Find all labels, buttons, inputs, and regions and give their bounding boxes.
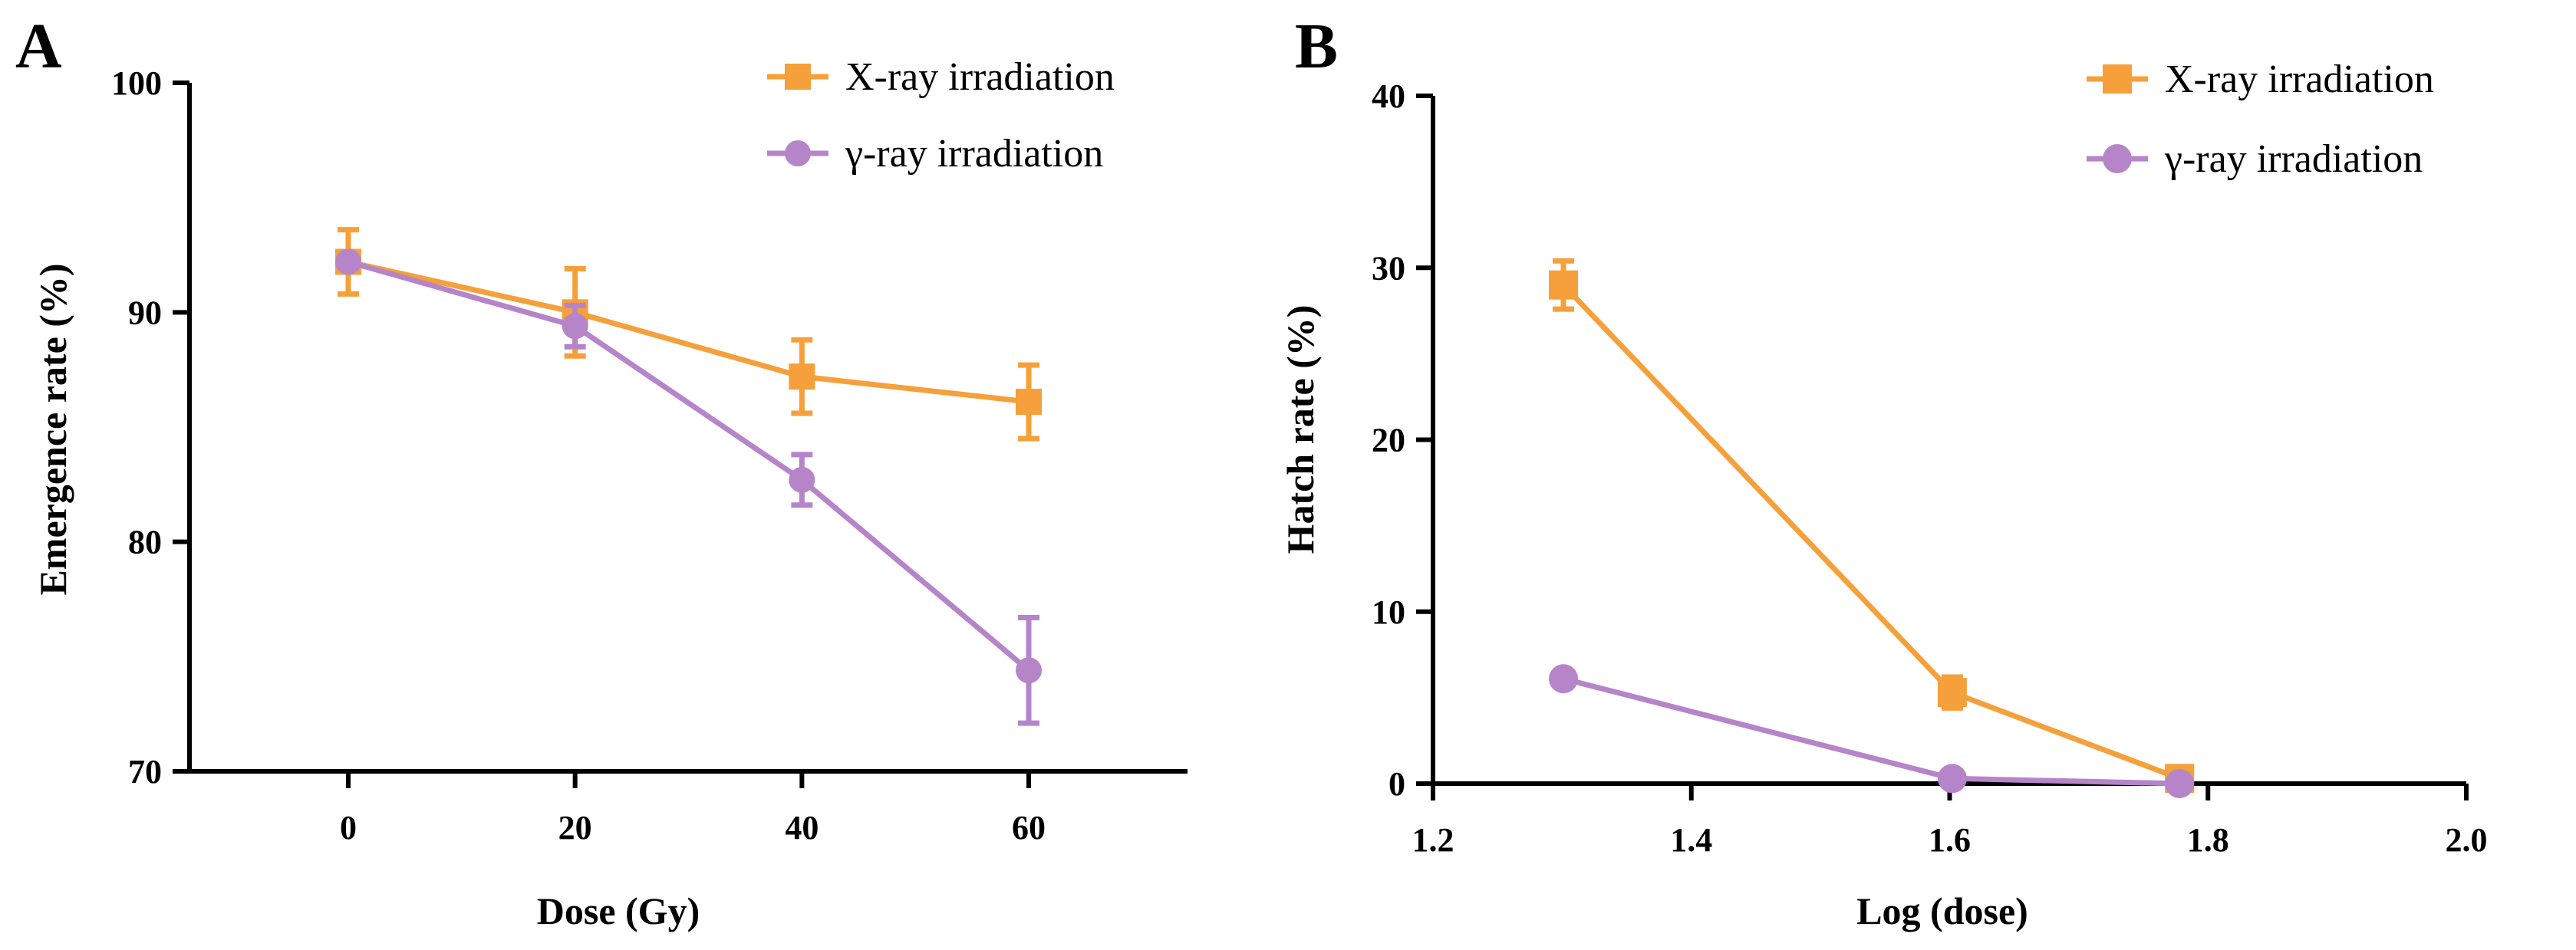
- panel-b-y-tick-label: 10: [1372, 593, 1405, 631]
- panel-a-series-xray-point: [1016, 389, 1043, 416]
- panel-b-y-tick-label: 30: [1372, 249, 1405, 287]
- panel-b-series-gamma-point: [1549, 664, 1579, 694]
- panel-b-series-gamma-line: [1563, 676, 2180, 787]
- panel-a-y-tick-label: 80: [128, 524, 162, 561]
- panel-b-series-gamma-legend-label: γ-ray irradiation: [2164, 137, 2423, 181]
- panel-a-letter: A: [15, 11, 62, 82]
- panel-a-y-tick-label: 100: [111, 64, 162, 102]
- panel-a-x-tick-label: 40: [785, 809, 819, 846]
- panel-a-x-tick-label: 20: [558, 809, 592, 846]
- panel-a-y-axis-title: Emergence rate (%): [31, 263, 74, 595]
- panel-b: B 0 10 20 30 40 1.2 1.4 1.6 1.8 2.0 X-ray irradiat…: [1279, 11, 2488, 932]
- panel-b-y-tick-label: 20: [1372, 422, 1405, 459]
- panel-a-series-xray-legend-label: X-ray irradiation: [845, 55, 1115, 99]
- panel-a-series-gamma-point: [562, 313, 588, 340]
- panel-b-x-tick-label: 1.4: [1670, 821, 1712, 859]
- panel-a-x-tick-label: 0: [340, 809, 357, 846]
- panel-a-series-gamma-legend-label: γ-ray irradiation: [845, 132, 1103, 176]
- panel-a-series-gamma-line: [348, 259, 1031, 672]
- panel-b-x-tick-label: 1.6: [1929, 821, 1971, 859]
- panel-a-series-xray-point: [789, 363, 815, 390]
- panel-a-x-tick-label: 60: [1012, 809, 1046, 846]
- panel-a-series-gamma-point: [334, 248, 361, 275]
- panel-b-series-xray-legend-marker: [2103, 64, 2132, 94]
- panel-a: A 70 80 90 100 0 20 40 60 X-ray irradiation γ-ray…: [15, 11, 1188, 932]
- panel-b-x-tick-label: 1.2: [1412, 821, 1454, 859]
- panel-a-y-tick-label: 70: [128, 753, 162, 791]
- panel-b-y-axis-title: Hatch rate (%): [1279, 305, 1322, 554]
- panel-a-series-gamma-point: [1016, 657, 1043, 684]
- panel-a-series-gamma-point: [789, 466, 815, 493]
- panel-b-series-gamma-point: [1937, 764, 1967, 794]
- panel-a-series-gamma-legend-marker: [785, 140, 811, 166]
- panel-b-y-tick-label: 0: [1388, 765, 1405, 803]
- panel-b-x-axis-title: Log (dose): [1856, 889, 2028, 932]
- panel-a-series-xray-legend-marker: [785, 64, 811, 90]
- panel-b-series-xray-point: [1937, 678, 1967, 708]
- panel-a-series-xray-line: [348, 259, 1029, 405]
- panel-b-series-xray-point: [1549, 270, 1579, 300]
- panel-b-series-xray-legend-label: X-ray irradiation: [2165, 58, 2434, 101]
- panel-b-plot: 0 10 20 30 40 1.2 1.4 1.6 1.8 2.0 X-ray irradiatio…: [1372, 58, 2488, 859]
- panel-a-y-tick-label: 90: [128, 294, 162, 331]
- panel-b-y-tick-label: 40: [1372, 77, 1405, 115]
- panel-b-x-tick-label: 1.8: [2187, 821, 2229, 859]
- panel-a-plot: 70 80 90 100 0 20 40 60 X-ray irradiation γ-ray i…: [111, 55, 1188, 846]
- panel-a-x-axis-title: Dose (Gy): [537, 889, 700, 932]
- panel-b-x-tick-label: 2.0: [2446, 821, 2488, 859]
- panel-b-series-gamma-legend-marker: [2103, 144, 2132, 173]
- panel-b-series-gamma-point: [2165, 769, 2195, 798]
- panel-b-letter: B: [1295, 11, 1338, 82]
